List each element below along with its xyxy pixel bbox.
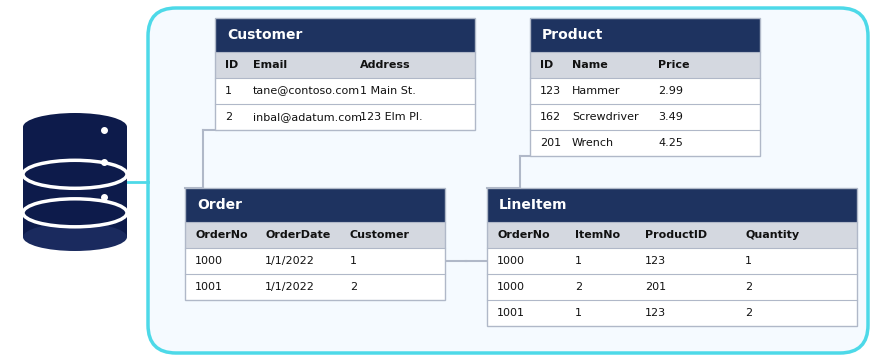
Text: 4.25: 4.25 [658,138,683,148]
Text: 1: 1 [745,256,752,266]
Text: Customer: Customer [350,230,410,240]
Bar [487,188,857,222]
Bar [185,248,445,274]
Bar [530,78,760,104]
Bar [487,222,857,248]
Text: ID: ID [225,60,238,70]
Text: 1000: 1000 [497,282,525,292]
Text: 123: 123 [645,308,666,318]
Text: 1: 1 [225,86,232,96]
Text: 1001: 1001 [195,282,223,292]
Text: 201: 201 [540,138,561,148]
Text: Order: Order [197,198,242,212]
Bar [215,52,475,78]
Text: Customer: Customer [227,28,302,42]
Text: Product: Product [542,28,603,42]
Text: 2: 2 [575,282,582,292]
Text: ProductID: ProductID [645,230,707,240]
Text: 2: 2 [225,112,232,122]
Text: 1: 1 [575,256,582,266]
Text: Screwdriver: Screwdriver [572,112,638,122]
Bar [215,18,475,52]
Text: Email: Email [253,60,287,70]
Text: 1000: 1000 [497,256,525,266]
Text: Wrench: Wrench [572,138,614,148]
Bar [185,188,445,222]
Bar [23,127,127,237]
Bar [185,274,445,300]
Text: Price: Price [658,60,690,70]
Text: 1/1/2022: 1/1/2022 [265,256,315,266]
Text: 1 Main St.: 1 Main St. [360,86,416,96]
Bar [530,104,760,130]
Bar [530,52,760,78]
Text: OrderNo: OrderNo [497,230,549,240]
Text: 1: 1 [350,256,357,266]
Bar [487,300,857,326]
Bar [215,18,475,130]
Text: Quantity: Quantity [745,230,799,240]
Text: 2.99: 2.99 [658,86,683,96]
Text: 2: 2 [745,308,752,318]
Text: 123 Elm Pl.: 123 Elm Pl. [360,112,423,122]
Ellipse shape [23,223,127,251]
Text: 162: 162 [540,112,561,122]
Text: 123: 123 [645,256,666,266]
Text: 201: 201 [645,282,666,292]
Bar [215,104,475,130]
Ellipse shape [23,160,127,188]
Text: 123: 123 [540,86,561,96]
Text: Hammer: Hammer [572,86,621,96]
Bar [215,78,475,104]
Text: 1001: 1001 [497,308,525,318]
Text: inbal@adatum.com: inbal@adatum.com [253,112,362,122]
Text: 3.49: 3.49 [658,112,683,122]
Bar [530,18,760,156]
Text: 2: 2 [745,282,752,292]
Bar [530,130,760,156]
Bar [185,188,445,300]
Bar [487,188,857,326]
FancyBboxPatch shape [148,8,868,353]
Text: tane@contoso.com: tane@contoso.com [253,86,360,96]
Ellipse shape [23,113,127,141]
Text: OrderNo: OrderNo [195,230,247,240]
Text: ItemNo: ItemNo [575,230,620,240]
Text: 1000: 1000 [195,256,223,266]
Bar [185,222,445,248]
Text: 1/1/2022: 1/1/2022 [265,282,315,292]
Text: Name: Name [572,60,608,70]
Bar [530,18,760,52]
Text: ID: ID [540,60,554,70]
Bar [487,248,857,274]
Ellipse shape [23,199,127,227]
Bar [487,274,857,300]
Text: 1: 1 [575,308,582,318]
Text: Address: Address [360,60,411,70]
Text: 2: 2 [350,282,357,292]
Text: LineItem: LineItem [499,198,568,212]
Text: OrderDate: OrderDate [265,230,330,240]
